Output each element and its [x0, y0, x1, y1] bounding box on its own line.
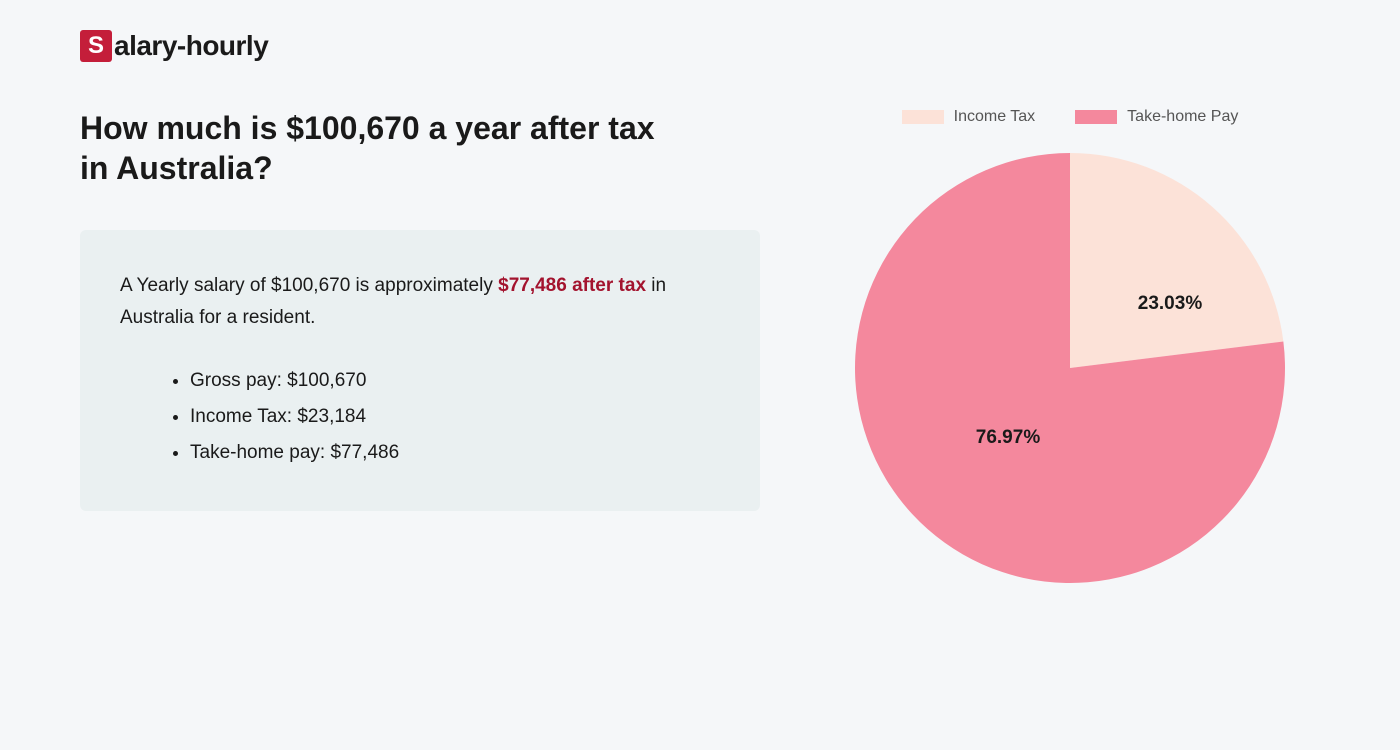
legend-swatch: [1075, 110, 1117, 124]
site-logo: S alary-hourly: [80, 30, 1320, 62]
legend-label: Income Tax: [954, 108, 1036, 126]
pie-slice-label: 76.97%: [976, 427, 1040, 449]
pie-slice: [1070, 153, 1283, 368]
page-root: S alary-hourly How much is $100,670 a ye…: [0, 0, 1400, 750]
logo-badge: S: [80, 30, 112, 62]
summary-list: Gross pay: $100,670 Income Tax: $23,184 …: [120, 363, 720, 471]
summary-lead: A Yearly salary of $100,670 is approxima…: [120, 270, 720, 335]
list-item: Gross pay: $100,670: [190, 363, 720, 399]
chart-legend: Income Tax Take-home Pay: [902, 108, 1239, 126]
right-column: Income Tax Take-home Pay 23.03% 76.97%: [820, 108, 1320, 710]
pie-chart: 23.03% 76.97%: [840, 138, 1300, 598]
summary-lead-prefix: A Yearly salary of $100,670 is approxima…: [120, 275, 498, 296]
legend-item-take-home: Take-home Pay: [1075, 108, 1238, 126]
page-headline: How much is $100,670 a year after tax in…: [80, 108, 680, 188]
pie-svg: [840, 138, 1300, 598]
summary-card: A Yearly salary of $100,670 is approxima…: [80, 230, 760, 511]
legend-item-income-tax: Income Tax: [902, 108, 1036, 126]
logo-text: alary-hourly: [114, 30, 268, 62]
summary-highlight: $77,486 after tax: [498, 275, 646, 296]
content-row: How much is $100,670 a year after tax in…: [80, 108, 1320, 710]
legend-label: Take-home Pay: [1127, 108, 1238, 126]
legend-swatch: [902, 110, 944, 124]
pie-slice-label: 23.03%: [1138, 293, 1202, 315]
list-item: Income Tax: $23,184: [190, 399, 720, 435]
left-column: How much is $100,670 a year after tax in…: [80, 108, 760, 710]
list-item: Take-home pay: $77,486: [190, 435, 720, 471]
